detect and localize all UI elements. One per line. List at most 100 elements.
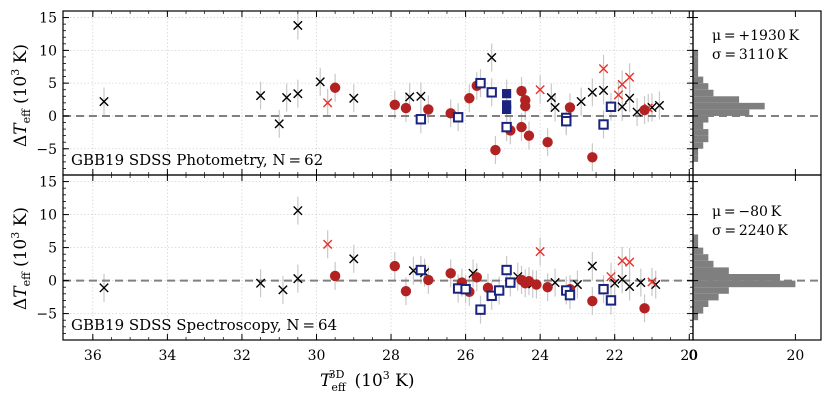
data-point-x-marker bbox=[546, 92, 557, 103]
data-point-circle bbox=[587, 295, 598, 307]
data-point-x-marker bbox=[617, 79, 627, 90]
histogram-bars-top bbox=[693, 50, 821, 162]
histogram-bar bbox=[693, 313, 699, 321]
data-point-open-square bbox=[501, 264, 512, 276]
data-point-x-marker bbox=[587, 261, 598, 271]
data-point-open-square bbox=[486, 290, 497, 301]
data-point-open-square bbox=[493, 285, 505, 296]
histogram-bar bbox=[693, 115, 709, 123]
data-point-open-square bbox=[415, 264, 427, 276]
bottom-panel-label: GBB19 SDSS Spectroscopy, N = 64 bbox=[71, 316, 337, 334]
data-point-open-square bbox=[475, 304, 486, 315]
data-point-circle bbox=[639, 104, 650, 116]
data-point-x-marker bbox=[610, 278, 620, 288]
histogram-bar bbox=[693, 307, 704, 314]
ticks bbox=[63, 11, 796, 340]
y-tick-label: 5 bbox=[48, 241, 57, 257]
data-point-circle bbox=[542, 137, 553, 148]
histogram-bar bbox=[693, 129, 709, 136]
y-tick-label: 5 bbox=[48, 76, 57, 92]
data-point-x-marker bbox=[293, 88, 303, 99]
bottom-histogram: μ = −80 K σ = 2240 K bbox=[692, 174, 822, 341]
histogram-bar bbox=[693, 247, 704, 255]
histogram-bar bbox=[693, 241, 699, 248]
y-tick-label: −5 bbox=[36, 142, 57, 158]
bottom-sigma-stat: σ = 2240 K bbox=[712, 223, 788, 239]
data-point-circle bbox=[564, 102, 576, 113]
data-point-x-marker bbox=[576, 96, 586, 107]
x-tick-label: 34 bbox=[158, 348, 176, 364]
data-point-circle bbox=[520, 100, 531, 112]
data-point-x-marker bbox=[274, 119, 284, 129]
data-point-circle bbox=[400, 102, 412, 114]
y-tick-label: 15 bbox=[39, 11, 57, 27]
data-point-open-square bbox=[452, 112, 464, 123]
top-panel: GBB19 SDSS Photometry, N = 62 bbox=[62, 10, 694, 176]
data-point-circle bbox=[423, 274, 434, 286]
data-point-x-marker bbox=[404, 92, 415, 102]
data-point-x-marker bbox=[613, 90, 624, 100]
x-tick-label: 28 bbox=[382, 348, 400, 364]
histogram-bar bbox=[693, 274, 781, 281]
x-tick-label: 20 bbox=[680, 348, 698, 364]
y-tick-label: 0 bbox=[48, 274, 57, 290]
data-point-open-square bbox=[501, 121, 512, 133]
data-point-x-marker bbox=[624, 72, 635, 82]
histogram-bar bbox=[693, 254, 709, 261]
data-point-circle bbox=[482, 282, 494, 294]
data-point-open-square bbox=[564, 289, 576, 301]
marks-bottom bbox=[63, 196, 693, 324]
histogram-bar bbox=[693, 109, 750, 116]
histogram-bar bbox=[693, 70, 699, 77]
histogram-bars-bottom bbox=[693, 234, 821, 321]
top-histogram: μ = +1930 K σ = 3110 K bbox=[692, 10, 822, 176]
data-point-open-square bbox=[486, 87, 497, 98]
data-point-x-marker bbox=[99, 283, 109, 293]
data-point-x-marker bbox=[349, 254, 359, 264]
data-point-circle bbox=[523, 130, 535, 141]
data-point-x-marker bbox=[278, 285, 288, 295]
data-point-x-marker bbox=[636, 277, 646, 288]
data-point-open-square bbox=[598, 283, 609, 295]
histogram-bar bbox=[693, 83, 709, 90]
data-point-x-marker bbox=[550, 102, 560, 113]
data-point-x-marker bbox=[654, 100, 665, 111]
bottom-histogram-frame bbox=[692, 174, 822, 341]
histogram-bar bbox=[693, 63, 699, 71]
data-point-x-marker bbox=[624, 257, 635, 267]
data-point-x-marker bbox=[293, 20, 303, 31]
data-point-open-square bbox=[561, 116, 572, 127]
histogram-bar bbox=[693, 155, 699, 162]
top-mu-stat: μ = +1930 K bbox=[712, 28, 800, 44]
data-point-x-marker bbox=[535, 246, 545, 257]
data-point-x-marker bbox=[587, 87, 598, 98]
histogram-bar bbox=[693, 142, 704, 149]
histogram-bar bbox=[693, 267, 729, 274]
histogram-bar bbox=[693, 280, 796, 288]
histogram-bar bbox=[693, 122, 704, 130]
data-point-circle bbox=[445, 268, 456, 279]
data-point-x-marker bbox=[293, 273, 303, 284]
data-point-filled-square bbox=[502, 89, 512, 99]
data-point-filled-square bbox=[502, 104, 512, 114]
data-point-x-marker bbox=[624, 281, 635, 292]
bottom-panel: GBB19 SDSS Spectroscopy, N = 64 bbox=[62, 174, 694, 341]
data-point-open-square bbox=[415, 114, 427, 125]
data-point-circle bbox=[639, 303, 650, 314]
data-point-circle bbox=[516, 85, 527, 97]
y-tick-label: −5 bbox=[36, 307, 57, 323]
data-point-circle bbox=[542, 282, 553, 293]
y-tick-label: 0 bbox=[48, 109, 57, 125]
data-point-x-marker bbox=[315, 77, 325, 87]
data-point-circle bbox=[400, 285, 412, 297]
histogram-bar bbox=[693, 89, 714, 97]
histogram-bar bbox=[693, 287, 729, 294]
x-tick-label: 32 bbox=[233, 348, 251, 364]
data-point-circle bbox=[471, 272, 482, 283]
histogram-bar bbox=[693, 260, 714, 268]
data-point-circle bbox=[329, 82, 341, 93]
data-point-x-marker bbox=[535, 85, 545, 95]
top-sigma-stat: σ = 3110 K bbox=[712, 47, 788, 63]
x-tick-label: 36 bbox=[84, 348, 102, 364]
